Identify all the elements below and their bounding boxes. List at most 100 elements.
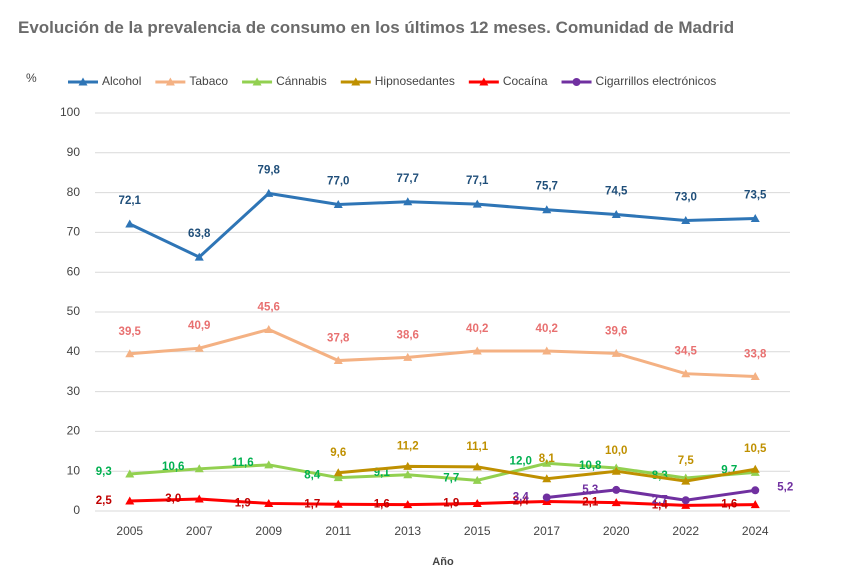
point — [472, 462, 482, 471]
value-label: 2,1 — [582, 497, 599, 509]
value-label: 45,6 — [258, 302, 280, 314]
point — [750, 371, 760, 380]
value-label: 11,1 — [466, 441, 488, 453]
value-label: 5,3 — [582, 484, 598, 496]
point — [333, 200, 343, 209]
point — [333, 356, 343, 365]
point — [264, 188, 274, 197]
x-tick-label: 2009 — [255, 524, 282, 538]
legend-marker — [479, 77, 489, 86]
x-tick-label: 2020 — [603, 524, 630, 538]
value-label: 11,6 — [232, 457, 254, 469]
value-label: 39,5 — [119, 326, 142, 338]
series-line — [129, 497, 756, 507]
value-label: 34,5 — [675, 346, 698, 358]
value-label: 1,9 — [235, 497, 251, 509]
value-label: 10,0 — [605, 445, 627, 457]
series-line — [129, 461, 756, 482]
x-tick-label: 2011 — [325, 524, 351, 538]
legend-label: Tabaco — [189, 74, 228, 88]
series-line — [129, 327, 756, 378]
point — [403, 461, 413, 470]
value-label: 10,8 — [579, 460, 602, 472]
value-label: 40,9 — [188, 320, 210, 332]
value-label: 73,0 — [675, 191, 697, 203]
point — [750, 500, 760, 509]
point — [751, 486, 760, 495]
point — [472, 346, 482, 355]
value-label: 79,8 — [258, 164, 281, 176]
x-axis-label: Año — [432, 556, 454, 568]
point — [264, 325, 274, 334]
value-label: 40,2 — [536, 323, 558, 335]
point — [403, 352, 413, 361]
point — [611, 498, 621, 507]
point — [750, 464, 760, 473]
value-label: 73,5 — [744, 190, 767, 202]
x-tick-label: 2013 — [394, 524, 421, 538]
y-tick-label: 40 — [67, 344, 81, 358]
point — [125, 219, 135, 228]
point — [125, 496, 135, 505]
legend-marker — [252, 77, 262, 86]
value-label: 77,7 — [397, 173, 419, 185]
point — [611, 466, 621, 475]
x-tick-label: 2017 — [533, 524, 560, 538]
point — [542, 346, 552, 355]
value-label: 10,5 — [744, 443, 767, 455]
point — [472, 475, 482, 484]
point — [264, 498, 274, 507]
point — [611, 209, 621, 218]
point — [681, 496, 690, 505]
value-label: 77,1 — [466, 175, 489, 187]
y-tick-label: 70 — [67, 225, 81, 239]
value-label: 11,2 — [397, 440, 419, 452]
value-label: 74,5 — [605, 186, 628, 198]
legend-label: Cigarrillos electrónicos — [596, 74, 717, 88]
point — [194, 464, 204, 473]
point — [472, 199, 482, 208]
point — [125, 469, 135, 478]
point — [403, 470, 413, 479]
point — [125, 349, 135, 358]
point — [681, 500, 691, 509]
value-label: 1,6 — [721, 499, 737, 511]
point — [403, 500, 413, 509]
y-tick-label: 60 — [67, 264, 81, 278]
value-label: 9,6 — [330, 447, 346, 459]
point — [333, 499, 343, 508]
point — [194, 252, 204, 261]
value-label: 1,4 — [652, 499, 669, 511]
x-tick-label: 2005 — [116, 524, 143, 538]
value-label: 38,6 — [397, 329, 419, 341]
point — [403, 197, 413, 206]
value-label: 8,4 — [304, 470, 321, 482]
point — [681, 476, 691, 485]
x-tick-label: 2022 — [672, 524, 699, 538]
value-label: 12,0 — [510, 455, 532, 467]
value-label: 7,5 — [678, 455, 695, 467]
y-tick-label: 30 — [67, 384, 81, 398]
point — [542, 458, 552, 467]
y-tick-label: 80 — [67, 185, 81, 199]
y-tick-label: 90 — [67, 145, 81, 159]
value-label: 63,8 — [188, 228, 211, 240]
point — [681, 215, 691, 224]
legend-marker — [351, 77, 361, 86]
y-tick-label: 0 — [73, 503, 80, 517]
value-label: 8,1 — [539, 453, 556, 465]
value-label: 37,8 — [327, 333, 350, 345]
point — [194, 494, 204, 503]
value-label: 33,8 — [744, 349, 767, 361]
point — [333, 468, 343, 477]
value-label: 3,4 — [513, 491, 530, 503]
value-label: 10,6 — [162, 461, 184, 473]
point — [333, 473, 343, 482]
point — [542, 205, 552, 214]
value-label: 2,5 — [96, 495, 113, 507]
value-label: 1,6 — [374, 499, 390, 511]
point — [681, 369, 691, 378]
chart-title: Evolución de la prevalencia de consumo e… — [18, 18, 734, 37]
